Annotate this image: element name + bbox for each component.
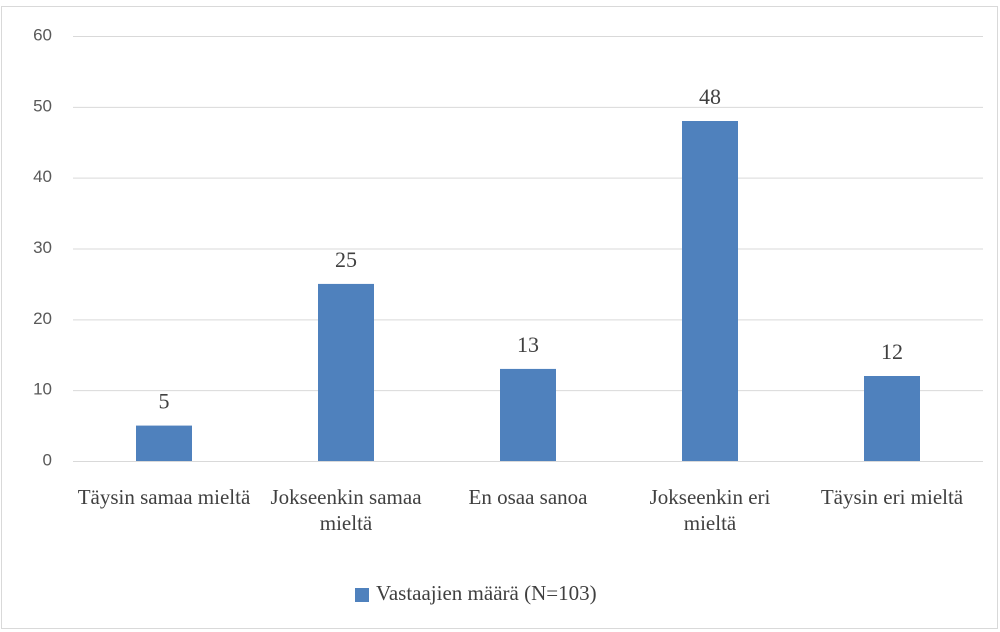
x-tick-label: Täysin samaa mieltä bbox=[77, 485, 251, 509]
y-tick-label: 0 bbox=[43, 450, 52, 469]
x-tick-label: En osaa sanoa bbox=[468, 485, 588, 509]
bar bbox=[500, 368, 556, 461]
y-tick-label: 20 bbox=[33, 309, 52, 328]
y-tick-label: 40 bbox=[33, 167, 52, 186]
x-tick-label: Täysin eri mieltä bbox=[820, 485, 964, 509]
bar bbox=[136, 425, 192, 461]
bar bbox=[864, 376, 920, 461]
x-tick-label: Jokseenkin samaa mieltä bbox=[270, 485, 427, 535]
bar bbox=[318, 283, 374, 461]
legend-swatch bbox=[355, 588, 369, 602]
chart-border bbox=[1, 6, 998, 629]
data-label: 13 bbox=[517, 332, 539, 357]
bar bbox=[682, 121, 738, 461]
legend-label: Vastaajien määrä (N=103) bbox=[376, 581, 597, 605]
y-tick-label: 50 bbox=[33, 96, 52, 115]
data-label: 25 bbox=[335, 247, 357, 272]
y-tick-label: 30 bbox=[33, 238, 52, 257]
data-label: 5 bbox=[159, 389, 170, 414]
y-tick-label: 60 bbox=[33, 25, 52, 44]
y-tick-label: 10 bbox=[33, 380, 52, 399]
x-tick-label: Jokseenkin eri mieltä bbox=[649, 485, 776, 535]
data-label: 48 bbox=[699, 84, 721, 109]
data-label: 12 bbox=[881, 339, 903, 364]
